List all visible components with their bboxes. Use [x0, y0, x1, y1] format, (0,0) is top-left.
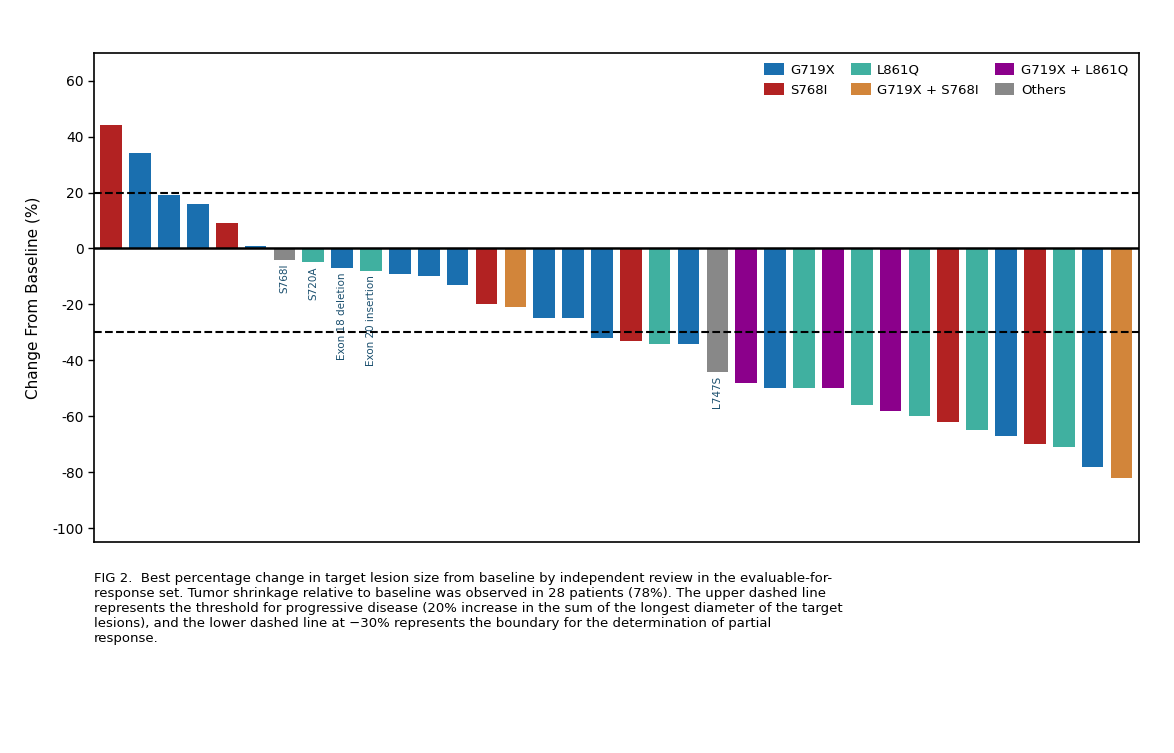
Bar [1053, 248, 1074, 447]
Bar [129, 154, 151, 248]
Bar [591, 248, 613, 338]
Bar [562, 248, 583, 319]
Bar [996, 248, 1017, 436]
Bar [1024, 248, 1046, 444]
Bar [303, 248, 324, 263]
Bar [475, 248, 498, 304]
Bar [649, 248, 670, 343]
Bar [274, 248, 295, 260]
Bar [533, 248, 555, 319]
Text: FIG 2.  Best percentage change in target lesion size from baseline by independen: FIG 2. Best percentage change in target … [94, 572, 843, 645]
Text: L747S: L747S [713, 376, 722, 408]
Bar [879, 248, 902, 410]
Bar [101, 126, 122, 248]
Legend: G719X, S768I, L861Q, G719X + S768I, G719X + L861Q, Others: G719X, S768I, L861Q, G719X + S768I, G719… [760, 59, 1132, 101]
Bar [158, 195, 180, 248]
Text: Exon 20 insertion: Exon 20 insertion [366, 275, 376, 366]
Text: Exon 18 deletion: Exon 18 deletion [337, 273, 348, 360]
Y-axis label: Change From Baseline (%): Change From Baseline (%) [26, 197, 41, 398]
Bar [707, 248, 728, 371]
Bar [966, 248, 989, 430]
Bar [505, 248, 526, 307]
Bar [187, 204, 209, 248]
Text: S720A: S720A [309, 267, 318, 300]
Bar [764, 248, 785, 389]
Bar [677, 248, 700, 343]
Bar [244, 245, 266, 248]
Bar [1111, 248, 1132, 478]
Bar [822, 248, 844, 389]
Bar [1081, 248, 1104, 467]
Bar [735, 248, 757, 383]
Bar [331, 248, 353, 268]
Bar [216, 224, 237, 248]
Bar [418, 248, 439, 276]
Bar [620, 248, 642, 341]
Bar [360, 248, 382, 271]
Bar [851, 248, 872, 405]
Bar [909, 248, 930, 416]
Text: S768I: S768I [279, 264, 290, 294]
Bar [938, 248, 959, 422]
Bar [794, 248, 815, 389]
Bar [447, 248, 468, 285]
Bar [389, 248, 411, 273]
